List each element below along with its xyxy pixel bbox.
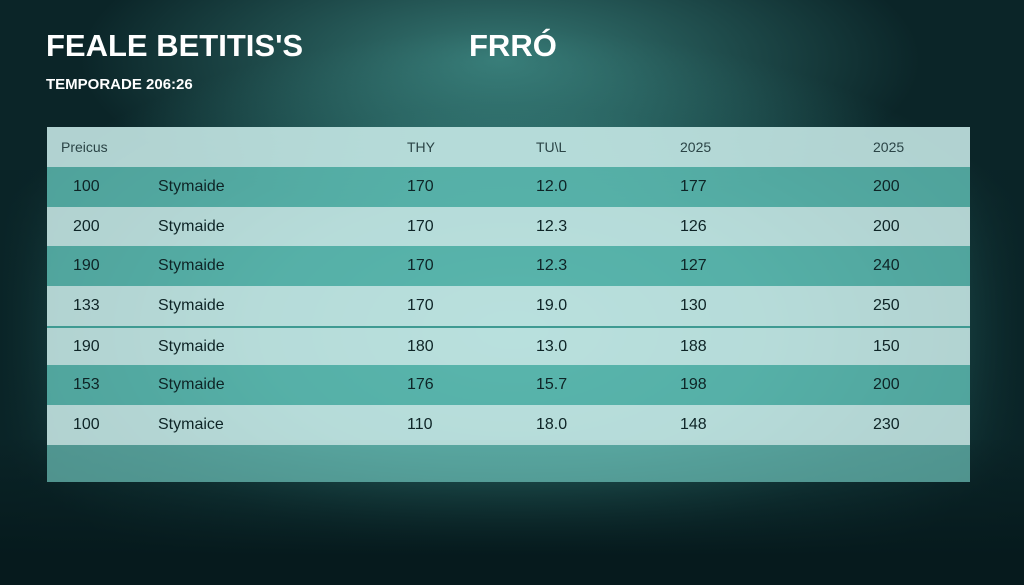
table-row: 190 Stymaide 180 13.0 188 150 <box>47 325 970 366</box>
table-cell: 180 <box>407 337 434 355</box>
table-cell: 230 <box>873 415 900 433</box>
table-cell: Stymaide <box>158 337 225 355</box>
table-row: 153 Stymaide 176 15.7 198 200 <box>47 365 970 406</box>
column-header: Preicus <box>61 139 108 155</box>
table-row: 133 Stymaide 170 19.0 130 250 <box>47 286 970 326</box>
table-cell: 190 <box>73 337 100 355</box>
table-cell: 12.0 <box>536 177 568 195</box>
table-cell: 177 <box>680 177 707 195</box>
table-cell: 19.0 <box>536 296 568 314</box>
table-cell: 170 <box>407 217 434 235</box>
table-cell: 240 <box>873 257 900 275</box>
table-cell: 13.0 <box>536 337 568 355</box>
stats-table: Preicus THY TU\L 2025 2025 100 Stymaide 170 12.… <box>47 127 970 482</box>
table-row: 100 Stymaice 110 18.0 148 230 <box>47 405 970 445</box>
table-cell: 200 <box>73 217 100 235</box>
table-cell: 198 <box>680 376 707 394</box>
table-cell: 12.3 <box>536 257 568 275</box>
table-cell: 170 <box>407 257 434 275</box>
page-title-right: FRRÓ <box>469 28 557 63</box>
table-cell: Stymaide <box>158 296 225 314</box>
table-row: 190 Stymaide 170 12.3 127 240 <box>47 246 970 287</box>
table-cell: 100 <box>73 177 100 195</box>
table-cell: Stymaide <box>158 177 225 195</box>
table-header: Preicus THY TU\L 2025 2025 <box>47 127 970 167</box>
table-cell: 126 <box>680 217 707 235</box>
table-cell: 250 <box>873 296 900 314</box>
table-cell: 190 <box>73 257 100 275</box>
table-cell: 127 <box>680 257 707 275</box>
table-cell: 150 <box>873 337 900 355</box>
table-cell: Stymaide <box>158 376 225 394</box>
table-cell: 15.7 <box>536 376 568 394</box>
table-row: 100 Stymaide 170 12.0 177 200 <box>47 167 970 207</box>
table-footer <box>47 444 970 482</box>
table-cell: 188 <box>680 337 707 355</box>
table-cell: 200 <box>873 177 900 195</box>
table-cell: 18.0 <box>536 415 568 433</box>
table-cell: 133 <box>73 296 100 314</box>
table-cell: Stymaide <box>158 217 225 235</box>
table-cell: 170 <box>407 296 434 314</box>
table-cell: 148 <box>680 415 707 433</box>
column-header: THY <box>407 139 435 155</box>
table-cell: Stymaide <box>158 257 225 275</box>
table-cell: 12.3 <box>536 217 568 235</box>
column-header: 2025 <box>873 139 905 155</box>
table-cell: Stymaice <box>158 415 224 433</box>
page-title: FEALE BETITIS'S <box>46 28 304 63</box>
table-cell: 200 <box>873 376 900 394</box>
column-header: 2025 <box>680 139 712 155</box>
page-subtitle: TEMPORADE 206:26 <box>46 76 193 93</box>
table-cell: 170 <box>407 177 434 195</box>
table-cell: 100 <box>73 415 100 433</box>
table-cell: 130 <box>680 296 707 314</box>
table-cell: 176 <box>407 376 434 394</box>
table-cell: 200 <box>873 217 900 235</box>
table-cell: 110 <box>407 415 433 433</box>
table-row: 200 Stymaide 170 12.3 126 200 <box>47 206 970 247</box>
column-header: TU\L <box>536 139 567 155</box>
table-cell: 153 <box>73 376 100 394</box>
